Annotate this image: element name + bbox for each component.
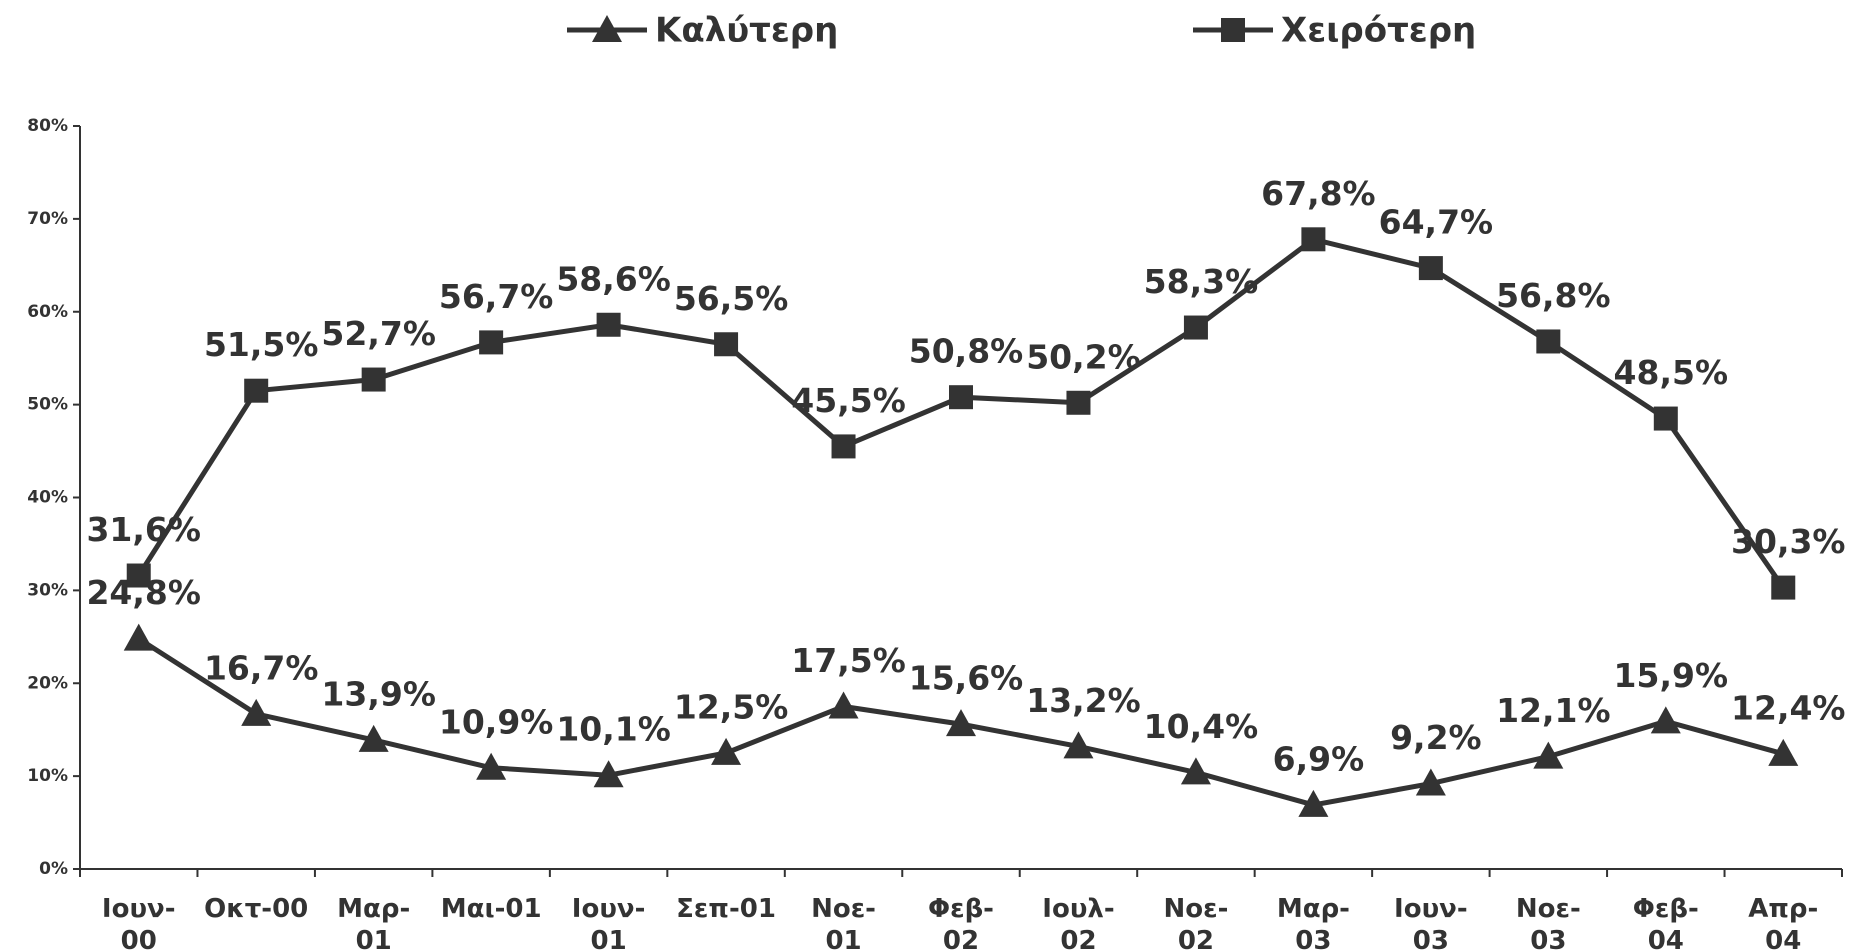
point-marker [1653, 406, 1678, 431]
x-tick-label: Ιουν-00 [102, 894, 176, 950]
x-tick-label: Σεπ-01 [676, 894, 776, 924]
data-label: 10,4% [1144, 707, 1259, 746]
point-marker [1298, 789, 1329, 817]
data-label: 50,2% [1026, 337, 1141, 376]
point-marker [244, 378, 269, 403]
x-tick-label: Νοε-01 [811, 894, 876, 950]
point-marker [596, 312, 621, 337]
point-marker [1066, 390, 1091, 415]
data-label: 15,9% [1614, 656, 1729, 695]
point-marker [1183, 315, 1208, 340]
point-marker [241, 698, 272, 726]
x-tick-label: Φεβ-02 [928, 894, 994, 950]
x-tick-label: Απρ-04 [1748, 894, 1818, 950]
x-tick-label: Μαρ-01 [337, 894, 410, 950]
point-marker [831, 434, 856, 459]
data-label: 51,5% [204, 325, 319, 364]
data-label: 6,9% [1273, 739, 1365, 778]
point-marker [361, 367, 386, 392]
point-marker [1771, 575, 1796, 600]
data-label: 12,4% [1731, 688, 1846, 727]
data-label: 50,8% [909, 332, 1024, 371]
data-label: 10,9% [439, 702, 554, 741]
point-marker [828, 691, 859, 719]
x-tick-label: Μαρ-03 [1277, 894, 1350, 950]
x-tick-label: Ιουλ-02 [1042, 894, 1114, 950]
data-label: 56,8% [1496, 276, 1611, 315]
data-label: 10,1% [556, 710, 671, 749]
point-marker [126, 563, 151, 588]
data-label: 12,5% [674, 687, 789, 726]
point-marker [1063, 731, 1094, 759]
data-label: 13,2% [1026, 681, 1141, 720]
point-marker [1533, 741, 1564, 769]
point-marker [1415, 768, 1446, 796]
legend-marker [592, 15, 622, 42]
data-label: 16,7% [204, 648, 319, 687]
point-marker [714, 332, 739, 357]
data-label: 9,2% [1390, 718, 1482, 757]
y-tick-label: 30% [27, 580, 68, 600]
legend-label: Καλύτερη [655, 11, 838, 51]
data-label: 30,3% [1731, 522, 1846, 561]
data-label: 58,3% [1144, 262, 1259, 301]
point-marker [358, 724, 389, 752]
data-label: 12,1% [1496, 691, 1611, 730]
point-marker [593, 760, 624, 788]
y-tick-label: 10% [27, 766, 68, 786]
legend-marker [1221, 18, 1245, 42]
data-label: 52,7% [321, 314, 436, 353]
data-label: 13,9% [321, 674, 436, 713]
point-marker [479, 330, 504, 355]
x-tick-label: Φεβ-04 [1633, 894, 1699, 950]
point-marker [1768, 738, 1799, 766]
point-marker [946, 709, 976, 737]
point-marker [949, 385, 973, 410]
x-tick-label: Νοε-03 [1516, 894, 1581, 950]
legend-label: Χειρότερη [1281, 11, 1476, 51]
y-tick-label: 60% [27, 302, 68, 322]
x-tick-label: Ιουν-01 [572, 894, 646, 950]
data-label: 56,5% [674, 279, 789, 318]
point-marker [1301, 227, 1326, 252]
point-marker [1650, 706, 1681, 734]
data-label: 58,6% [556, 259, 671, 298]
data-label: 67,8% [1261, 174, 1376, 213]
data-label: 45,5% [791, 381, 906, 420]
point-marker [1180, 757, 1211, 785]
data-label: 15,6% [909, 659, 1024, 698]
data-label: 17,5% [791, 641, 906, 680]
y-tick-label: 70% [27, 209, 68, 229]
point-marker [123, 623, 154, 651]
x-tick-label: Μαι-01 [441, 894, 542, 924]
point-marker [711, 737, 742, 765]
x-tick-label: Οκτ-00 [204, 894, 308, 924]
y-tick-label: 80% [27, 116, 68, 136]
x-tick-label: Νοε-02 [1163, 894, 1228, 950]
data-label: 56,7% [439, 277, 554, 316]
y-tick-label: 50% [27, 395, 68, 415]
y-tick-label: 40% [27, 488, 68, 508]
point-marker [1418, 256, 1443, 281]
data-label: 31,6% [86, 510, 201, 549]
y-tick-label: 20% [27, 673, 68, 693]
x-tick-label: Ιουν-03 [1394, 894, 1468, 950]
data-label: 64,7% [1379, 203, 1494, 242]
point-marker [1536, 329, 1561, 354]
y-tick-label: 0% [39, 859, 68, 879]
point-marker [476, 752, 507, 780]
data-label: 48,5% [1614, 353, 1729, 392]
